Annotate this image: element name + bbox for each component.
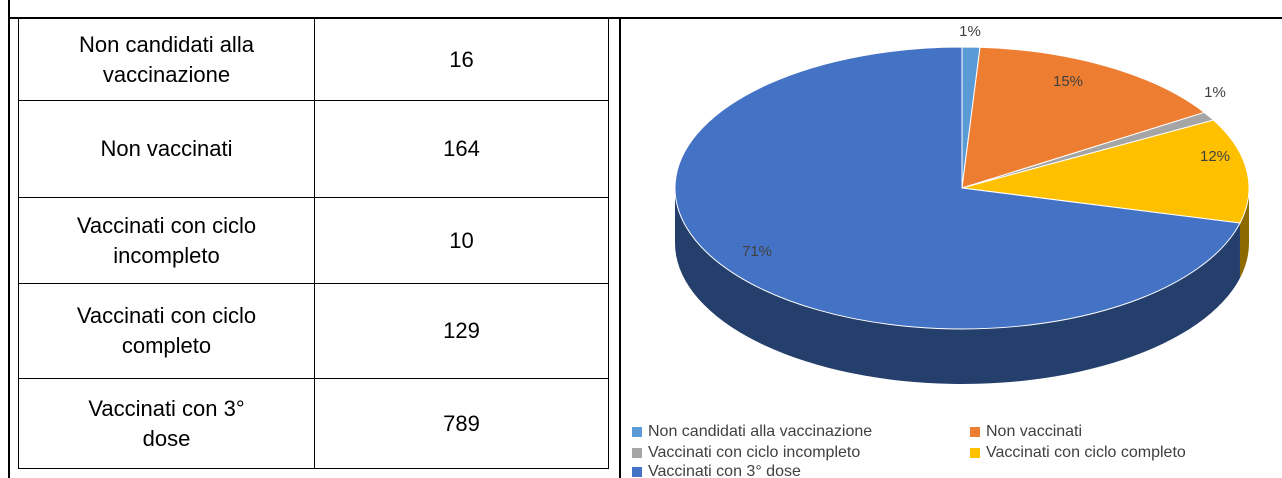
cell-value: 164 bbox=[443, 136, 480, 161]
data-label: 1% bbox=[959, 23, 981, 40]
cell-text: Vaccinati con 3° bbox=[88, 395, 245, 421]
legend-label: Vaccinati con ciclo completo bbox=[986, 444, 1186, 461]
cell-value: 10 bbox=[449, 227, 474, 253]
legend-label: Vaccinati con ciclo incompleto bbox=[648, 444, 860, 461]
legend-swatch bbox=[632, 467, 642, 477]
cell-text: incompleto bbox=[113, 242, 220, 268]
legend-swatch bbox=[970, 427, 980, 437]
data-label: 12% bbox=[1200, 148, 1230, 165]
chart-panel bbox=[619, 17, 621, 478]
data-label: 71% bbox=[742, 243, 772, 260]
cell-value: 129 bbox=[443, 318, 480, 343]
table-cell: 789 bbox=[314, 378, 609, 469]
pie-slice bbox=[961, 119, 1250, 224]
pie-tops bbox=[674, 46, 1250, 330]
cell-text: Non candidati alla bbox=[79, 31, 254, 57]
legend-swatch bbox=[632, 448, 642, 458]
table-cell: Vaccinati con 3° dose bbox=[18, 378, 315, 469]
left-rule bbox=[8, 0, 10, 478]
cell-text: vaccinazione bbox=[102, 61, 231, 87]
cell-text: completo bbox=[121, 333, 212, 358]
legend-swatch bbox=[632, 427, 642, 437]
cell-text: Non vaccinati bbox=[100, 136, 233, 161]
pie-side bbox=[1239, 188, 1249, 279]
data-label: 1% bbox=[1204, 84, 1226, 101]
cell-value: 16 bbox=[449, 46, 474, 72]
legend-swatch bbox=[970, 448, 980, 458]
top-rule bbox=[8, 17, 1282, 19]
data-label: 15% bbox=[1053, 73, 1083, 90]
table-cell: Non candidati alla vaccinazione bbox=[18, 18, 315, 101]
cell-text: dose bbox=[142, 425, 191, 451]
pie-sides bbox=[675, 188, 1249, 385]
cell-text: Vaccinati con ciclo bbox=[76, 212, 257, 238]
cell-text: Vaccinati con ciclo bbox=[76, 303, 257, 328]
legend-label: Non candidati alla vaccinazione bbox=[648, 423, 872, 440]
legend-label: Vaccinati con 3° dose bbox=[648, 463, 801, 478]
pie-side bbox=[675, 188, 1240, 385]
pie-slice bbox=[674, 46, 1241, 330]
cell-value: 789 bbox=[443, 410, 480, 436]
pie-slice bbox=[961, 46, 1206, 189]
legend-label: Non vaccinati bbox=[986, 423, 1082, 440]
